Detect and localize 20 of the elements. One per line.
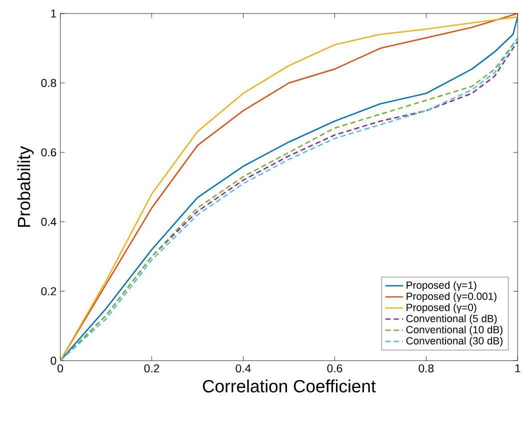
x-tick-label: 0.8	[418, 364, 434, 372]
y-tick-label: 1	[51, 10, 56, 18]
legend-label: Conventional (5 dB)	[406, 314, 497, 324]
legend-label: Proposed (γ=0.001)	[406, 292, 496, 302]
legend-label: Proposed (γ=1)	[406, 281, 476, 291]
x-tick-label: 0.2	[144, 364, 160, 372]
x-tick-label: 1	[515, 364, 520, 372]
legend-label: Conventional (10 dB)	[406, 326, 502, 336]
y-tick-label: 0.2	[41, 287, 56, 296]
y-axis-title: Probability	[17, 146, 34, 227]
y-tick-label: 0.6	[41, 148, 56, 156]
legend-label: Proposed (γ=0)	[406, 303, 476, 314]
y-tick-label: 0	[50, 356, 56, 365]
legend-label: Conventional (30 dB)	[406, 336, 502, 346]
x-tick-label: 0	[58, 364, 64, 372]
x-tick-label: 0.4	[236, 364, 251, 372]
y-tick-label: 0.4	[41, 218, 56, 226]
x-tick-label: 0.6	[327, 364, 342, 372]
x-axis-title: Correlation Coefficient	[202, 380, 376, 392]
y-tick-label: 0.8	[41, 78, 56, 87]
